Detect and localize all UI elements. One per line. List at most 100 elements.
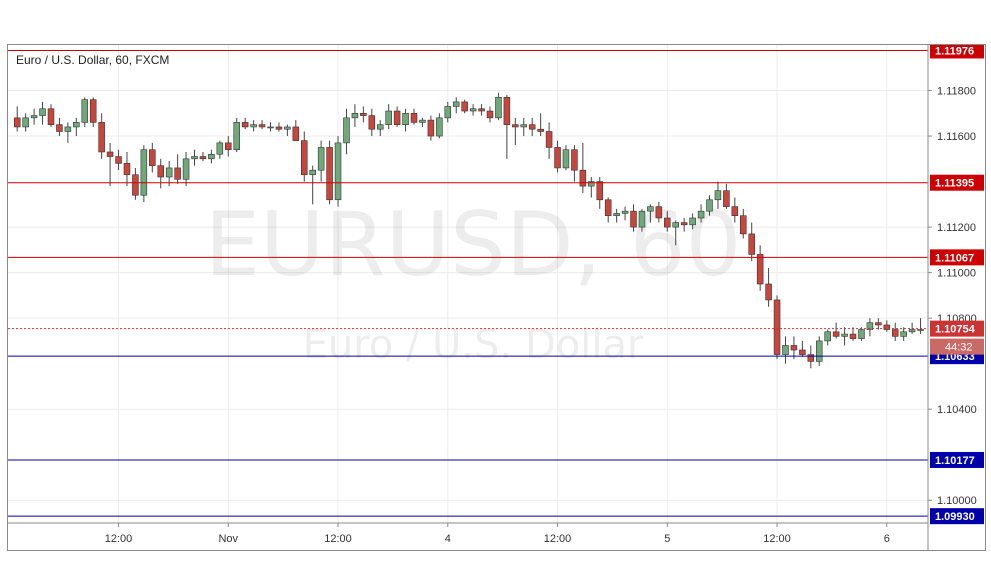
candle-down bbox=[225, 142, 232, 151]
current-price-label-bg bbox=[930, 320, 984, 337]
candle-up bbox=[64, 126, 72, 132]
candle-down bbox=[664, 217, 671, 228]
candle-down bbox=[149, 149, 156, 166]
level-label-bg bbox=[930, 249, 984, 266]
candle-up bbox=[782, 345, 789, 355]
candle-up bbox=[73, 122, 80, 128]
x-tick-label: 12:00 bbox=[105, 533, 133, 545]
candle-down bbox=[106, 151, 114, 157]
candle-down bbox=[393, 110, 401, 125]
candle-up bbox=[385, 110, 392, 125]
candle-down bbox=[512, 124, 519, 128]
candle-down bbox=[773, 299, 781, 355]
y-tick-label: 1.11200 bbox=[937, 222, 976, 234]
candle-down bbox=[98, 122, 105, 153]
candle-down bbox=[807, 354, 815, 362]
candle-down bbox=[368, 115, 376, 130]
candle-up bbox=[613, 213, 620, 217]
candle-up bbox=[250, 124, 257, 128]
candle-up bbox=[30, 115, 38, 119]
chart-frame: Euro / U.S. Dollar, 60, FXCM EURUSD, 60 E… bbox=[7, 44, 986, 551]
candle-down bbox=[891, 329, 899, 337]
candle-up bbox=[866, 322, 874, 330]
candle-down bbox=[123, 163, 131, 176]
candle-down bbox=[883, 324, 891, 330]
candle-up bbox=[697, 210, 705, 219]
candle-up bbox=[284, 126, 291, 130]
y-tick-label: 1.11600 bbox=[937, 131, 976, 143]
y-tick-label: 1.10400 bbox=[937, 404, 977, 416]
candle-down bbox=[748, 233, 755, 255]
level-label: 1.11976 bbox=[935, 45, 974, 57]
candle-up bbox=[182, 158, 190, 180]
candle-down bbox=[258, 124, 266, 128]
candle-up bbox=[621, 210, 629, 214]
x-tick-label: 12:00 bbox=[763, 533, 791, 545]
candle-down bbox=[790, 345, 798, 351]
candle-up bbox=[343, 117, 350, 144]
candle-up bbox=[267, 126, 274, 129]
y-tick-label: 1.11000 bbox=[937, 268, 976, 280]
candle-up bbox=[824, 331, 831, 342]
candle-up bbox=[469, 108, 477, 112]
candle-up bbox=[841, 333, 848, 337]
candle-down bbox=[799, 349, 806, 355]
candle-up bbox=[647, 206, 654, 212]
candle-down bbox=[875, 322, 882, 326]
candle-up bbox=[672, 222, 679, 228]
candle-up bbox=[714, 190, 722, 201]
candle-up bbox=[191, 156, 198, 160]
candle-up bbox=[444, 106, 452, 119]
candle-down bbox=[486, 110, 494, 119]
candle-down bbox=[241, 122, 249, 128]
candle-down bbox=[47, 108, 55, 125]
candle-down bbox=[832, 331, 840, 337]
candle-down bbox=[545, 131, 553, 148]
candle-down bbox=[301, 140, 308, 176]
candle-up bbox=[638, 210, 646, 228]
candle-down bbox=[275, 126, 283, 130]
candle-up bbox=[309, 169, 316, 176]
candle-down bbox=[554, 147, 561, 169]
candle-down bbox=[537, 128, 544, 132]
candle-up bbox=[815, 340, 823, 362]
candle-up bbox=[436, 117, 443, 137]
candle-up bbox=[216, 142, 224, 155]
candle-down bbox=[765, 283, 772, 301]
candle-down bbox=[326, 147, 333, 201]
candle-down bbox=[115, 156, 122, 164]
candle-up bbox=[908, 329, 916, 333]
candle-up bbox=[706, 199, 713, 212]
level-label-bg bbox=[930, 45, 984, 59]
y-tick-label: 1.10000 bbox=[937, 495, 977, 507]
level-label-bg bbox=[930, 174, 984, 191]
candle-down bbox=[849, 333, 857, 339]
candle-up bbox=[81, 99, 89, 123]
candle-down bbox=[503, 97, 511, 125]
candle-down bbox=[571, 149, 578, 171]
candle-up bbox=[334, 142, 342, 201]
candle-down bbox=[680, 222, 688, 226]
candle-down bbox=[199, 156, 207, 160]
candle-up bbox=[900, 331, 907, 337]
candle-up bbox=[376, 124, 384, 130]
level-label-bg bbox=[930, 508, 984, 525]
candle-up bbox=[165, 167, 173, 178]
candle-down bbox=[630, 210, 637, 228]
candle-down bbox=[756, 254, 764, 285]
current-price-label: 1.10754 bbox=[935, 324, 976, 336]
x-tick-label: 12:00 bbox=[324, 533, 352, 545]
candle-up bbox=[520, 124, 528, 128]
candle-down bbox=[410, 112, 418, 123]
candle-down bbox=[360, 112, 367, 116]
candle-up bbox=[588, 181, 595, 187]
candle-up bbox=[562, 149, 570, 169]
candle-down bbox=[723, 190, 730, 207]
candle-down bbox=[740, 215, 747, 235]
watermark-name: Euro / U.S. Dollar bbox=[303, 322, 644, 368]
x-tick-label: 6 bbox=[884, 533, 890, 545]
countdown-bg bbox=[930, 338, 984, 355]
candle-down bbox=[604, 199, 612, 217]
candle-up bbox=[317, 147, 325, 171]
